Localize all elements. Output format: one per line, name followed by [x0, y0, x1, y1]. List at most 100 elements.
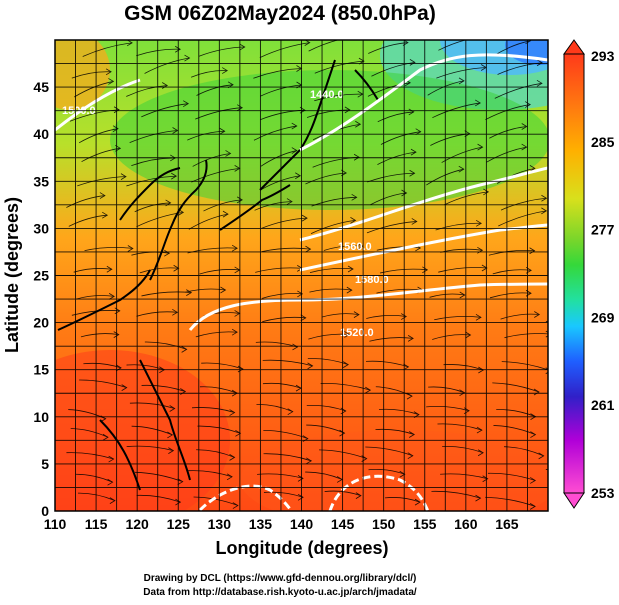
streamline	[261, 293, 303, 299]
streamline-arrow	[236, 104, 243, 112]
streamline-arrow	[168, 447, 175, 454]
colorbar-tick-labels: 293 285 277 269 261 253	[591, 48, 615, 501]
streamline	[184, 288, 226, 293]
streamline-arrow	[105, 68, 112, 76]
streamline	[367, 82, 411, 97]
streamline	[195, 331, 238, 338]
streamline-arrow	[219, 127, 226, 135]
streamline	[131, 425, 173, 436]
streamline-arrow	[598, 41, 603, 47]
streamline-arrow	[300, 314, 307, 322]
streamline	[493, 425, 536, 435]
y-tick-label: 35	[33, 173, 49, 189]
streamline	[378, 408, 420, 416]
streamline-arrow	[239, 43, 246, 51]
streamline	[141, 103, 189, 118]
streamline	[367, 172, 415, 183]
streamline	[77, 176, 126, 187]
streamline-arrow	[291, 147, 298, 154]
streamline	[82, 42, 133, 57]
streamline	[126, 364, 165, 371]
grid-lines	[54, 39, 549, 512]
streamline	[307, 358, 349, 366]
streamline-arrow	[106, 265, 113, 273]
streamline	[440, 473, 488, 480]
streamline-arrow	[346, 286, 353, 294]
streamline-arrow	[409, 59, 416, 66]
streamline-arrow	[521, 143, 528, 151]
x-tick-label: 145	[331, 516, 355, 532]
streamline	[436, 67, 487, 79]
colorbar-tick-label: 253	[591, 485, 615, 501]
streamline-arrow	[222, 210, 229, 218]
streamline-arrow	[538, 452, 545, 460]
streamline	[376, 246, 421, 251]
credit-dcl: Drawing by DCL (https://www.gfd-dennou.o…	[143, 573, 417, 584]
streamline-arrow	[592, 101, 597, 107]
streamline-arrow	[597, 520, 602, 526]
streamline-arrow	[183, 100, 189, 108]
streamline-arrow	[120, 173, 127, 180]
streamline	[368, 468, 405, 475]
streamline-arrow	[164, 249, 171, 257]
streamline-arrow	[339, 429, 346, 437]
streamline-arrow	[109, 497, 116, 504]
streamline	[68, 214, 108, 227]
streamline	[488, 249, 535, 256]
streamline	[66, 195, 105, 208]
x-tick-label: 135	[249, 516, 273, 532]
streamline	[492, 269, 532, 275]
streamline-arrow	[175, 498, 182, 506]
streamline-arrow	[591, 266, 596, 272]
streamline	[260, 150, 297, 167]
streamline-arrow	[601, 171, 606, 177]
streamline-arrow	[529, 165, 536, 172]
streamline	[199, 386, 238, 394]
streamline-arrow	[344, 331, 351, 338]
streamline	[377, 151, 417, 165]
streamline-arrow	[229, 409, 236, 416]
streamline-arrow	[410, 148, 417, 156]
colorbar-tick-label: 285	[591, 134, 615, 150]
y-tick-labels: 0 5 10 15 20 25 30 35 40 45	[33, 79, 49, 519]
streamline	[366, 315, 407, 319]
streamline-arrow	[407, 452, 414, 460]
streamline	[262, 382, 302, 389]
streamline-arrow	[408, 431, 415, 438]
streamline	[261, 217, 308, 229]
streamline-arrow	[399, 470, 406, 478]
streamline-arrow	[530, 431, 537, 438]
streamline	[188, 470, 233, 478]
streamline	[428, 386, 465, 394]
streamline	[431, 490, 481, 499]
colorbar-tick-label: 261	[591, 397, 615, 413]
streamline	[255, 267, 303, 273]
streamline	[263, 491, 304, 498]
streamline	[377, 111, 414, 123]
streamline	[432, 102, 481, 119]
streamline	[84, 247, 133, 252]
streamline	[485, 496, 536, 507]
streamline-arrow	[231, 244, 238, 252]
streamline	[203, 199, 243, 212]
streamline	[254, 201, 292, 211]
streamline-arrow	[342, 361, 349, 368]
streamline	[263, 453, 312, 462]
streamline	[365, 446, 413, 457]
streamline	[139, 267, 179, 274]
streamline	[305, 471, 343, 480]
streamline	[494, 82, 543, 99]
streamline	[323, 245, 363, 251]
x-tick-label: 155	[413, 516, 437, 532]
streamline-arrow	[458, 165, 465, 173]
streamline	[129, 402, 175, 409]
streamline	[308, 40, 340, 52]
x-tick-label: 140	[290, 516, 314, 532]
streamline	[306, 424, 345, 434]
streamline-arrow	[588, 127, 593, 133]
contour-label-1560: 1560.0	[338, 241, 372, 253]
streamline	[66, 452, 114, 460]
streamline	[498, 210, 547, 227]
plot-frame	[54, 39, 549, 512]
streamline	[78, 128, 119, 144]
